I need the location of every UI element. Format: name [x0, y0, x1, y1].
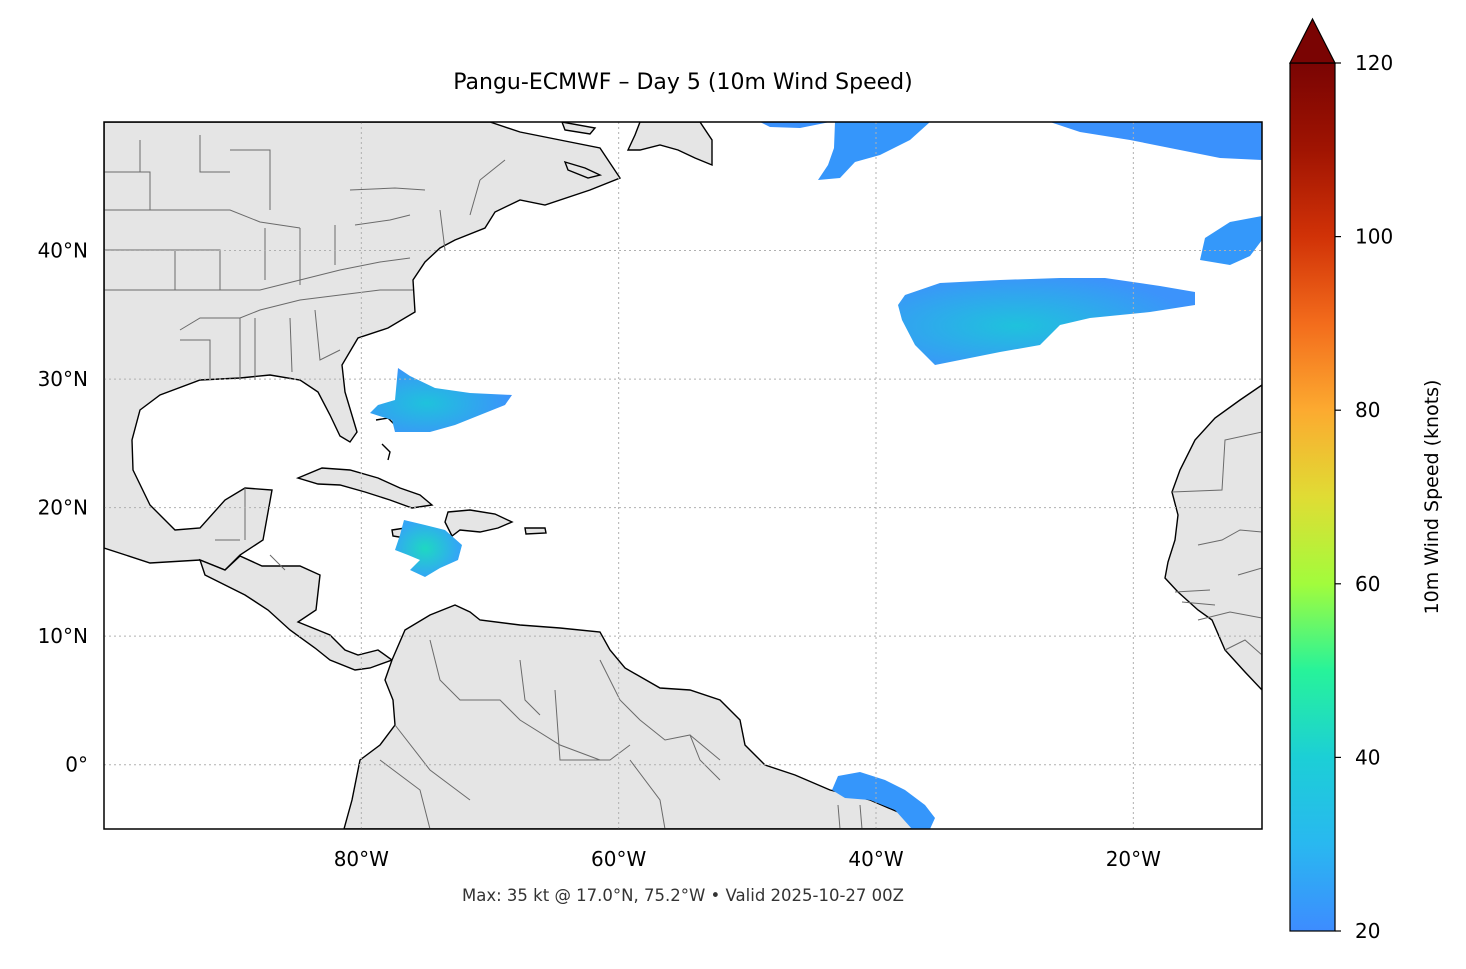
land-south-america — [343, 604, 916, 829]
wind-blob-north-center — [818, 122, 930, 180]
y-tick-label: 40°N — [38, 239, 88, 263]
map-area — [104, 122, 1262, 829]
land-north-america — [104, 122, 622, 571]
colorbar-label: 10m Wind Speed (knots) — [1421, 379, 1443, 615]
colorbar: 20 40 60 80 100 120 — [1289, 17, 1393, 943]
chart-title: Pangu-ECMWF – Day 5 (10m Wind Speed) — [453, 70, 913, 95]
colorbar-tick-label: 60 — [1355, 572, 1380, 596]
colorbar-gradient — [1289, 62, 1336, 932]
land-newfoundland — [626, 122, 713, 167]
colorbar-tick-label: 20 — [1355, 919, 1380, 943]
wind-blob-north-sliver — [760, 122, 830, 128]
wind-blob-central-atlantic — [898, 278, 1195, 365]
land-maritime-islands — [561, 122, 603, 179]
land-cuba — [295, 467, 434, 509]
colorbar-tick-label: 80 — [1355, 398, 1380, 422]
colorbar-tick-label: 40 — [1355, 745, 1380, 769]
wind-blob-equatorial — [832, 772, 935, 829]
y-tick-label: 10°N — [38, 624, 88, 648]
colorbar-extend-arrow — [1289, 17, 1336, 64]
y-tick-label: 0° — [65, 753, 88, 777]
x-tick-label: 80°W — [334, 847, 389, 871]
land-hispaniola — [444, 509, 514, 538]
land-central-america — [198, 555, 394, 671]
y-tick-label: 20°N — [38, 496, 88, 520]
colorbar-ticks: 20 40 60 80 100 120 — [1335, 51, 1393, 943]
colorbar-tick-label: 100 — [1355, 225, 1393, 249]
x-tick-label: 60°W — [591, 847, 646, 871]
colorbar-tick-label: 120 — [1355, 51, 1393, 75]
wind-blob-gulf-stream — [370, 368, 512, 432]
gridlines — [104, 122, 1262, 829]
map-frame — [103, 121, 1263, 830]
wind-blob-caribbean — [395, 520, 462, 577]
land-puerto-rico — [524, 527, 547, 535]
y-tick-label: 30°N — [38, 367, 88, 391]
land-africa — [1164, 384, 1262, 692]
footer-caption: Max: 35 kt @ 17.0°N, 75.2°W • Valid 2025… — [462, 886, 904, 905]
x-tick-label: 20°W — [1106, 847, 1161, 871]
x-tick-label: 40°W — [848, 847, 903, 871]
y-axis-ticks: 40°N 30°N 20°N 10°N 0° — [38, 239, 88, 777]
wind-blob-northeast — [1200, 216, 1262, 265]
wind-speed-shading — [370, 122, 1262, 829]
wind-blob-north-band — [1050, 122, 1262, 160]
state-borders — [104, 135, 1262, 829]
x-axis-ticks: 80°W 60°W 40°W 20°W — [334, 847, 1161, 871]
